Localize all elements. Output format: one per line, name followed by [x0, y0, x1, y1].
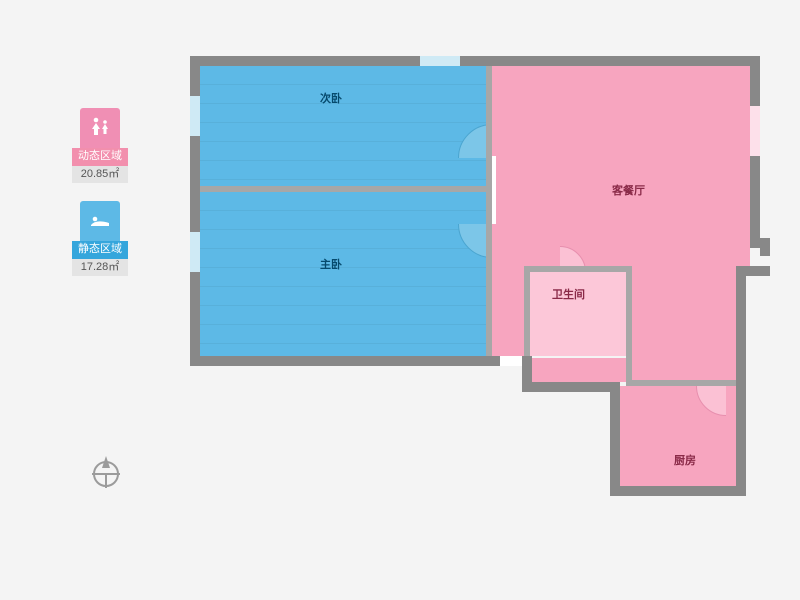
room-master_bedroom: [200, 192, 486, 356]
inner-wall: [626, 380, 746, 386]
legend-static-value: 17.28㎡: [72, 259, 128, 276]
window-marker: [190, 232, 200, 272]
window-marker: [420, 56, 460, 66]
outer-wall: [736, 266, 746, 496]
inner-wall: [626, 266, 632, 386]
room-hall_below: [492, 266, 526, 356]
legend-dynamic-label: 动态区域: [72, 148, 128, 166]
compass-icon: [88, 454, 124, 490]
room-entry_strip: [526, 358, 742, 382]
window-marker: [750, 106, 760, 156]
room-label-bathroom: 卫生间: [552, 286, 585, 302]
legend-dynamic-value: 20.85㎡: [72, 166, 128, 183]
outer-wall: [190, 56, 760, 66]
window-marker: [500, 356, 522, 366]
room-label-master_bedroom: 主卧: [320, 256, 342, 272]
legend-dynamic: 动态区域 20.85㎡: [72, 108, 128, 183]
outer-wall: [760, 238, 770, 256]
room-label-second_bedroom: 次卧: [320, 90, 342, 106]
inner-wall: [200, 186, 492, 192]
outer-wall: [522, 382, 620, 392]
legend: 动态区域 20.85㎡ 静态区域 17.28㎡: [72, 108, 128, 294]
inner-wall: [524, 266, 530, 356]
inner-wall: [524, 266, 632, 272]
room-label-kitchen: 厨房: [674, 452, 696, 468]
window-marker: [492, 156, 496, 190]
room-living_dining: [492, 66, 750, 266]
room-second_bedroom: [200, 66, 486, 186]
room-label-living_dining: 客餐厅: [612, 182, 645, 198]
legend-static-label: 静态区域: [72, 241, 128, 259]
people-icon: [80, 108, 120, 148]
room-bathroom: [530, 272, 626, 356]
outer-wall: [190, 356, 530, 366]
window-marker: [190, 96, 200, 136]
window-marker: [492, 190, 496, 224]
outer-wall: [610, 382, 620, 496]
sleep-icon: [80, 201, 120, 241]
legend-static: 静态区域 17.28㎡: [72, 201, 128, 276]
outer-wall: [610, 486, 746, 496]
